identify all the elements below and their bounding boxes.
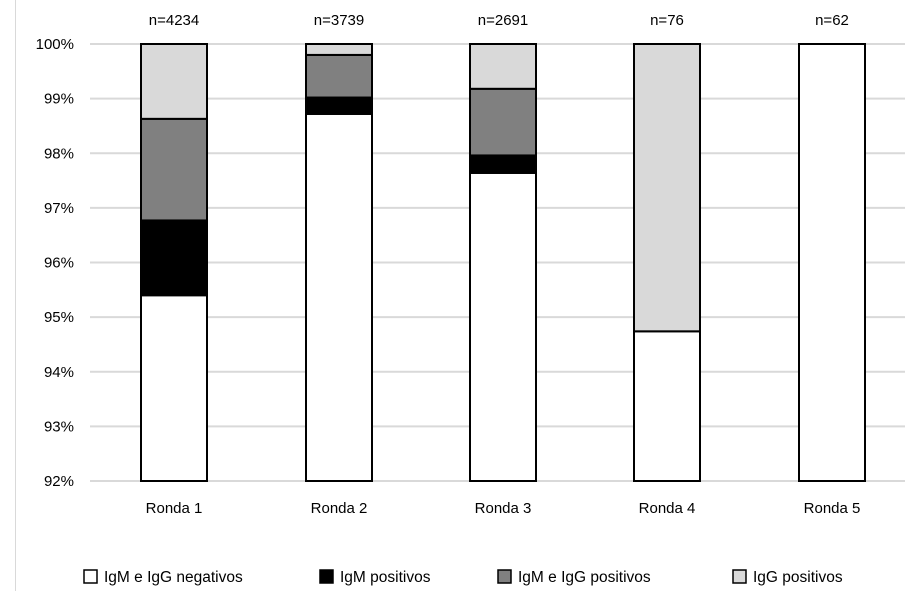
legend-swatch	[732, 569, 747, 584]
legend-label: IgM e IgG negativos	[104, 569, 243, 586]
bar-segment	[469, 87, 537, 157]
legend-label: IgM e IgG positivos	[518, 569, 651, 586]
bar-segment	[140, 43, 208, 120]
bar-segment	[633, 43, 701, 333]
x-category-label: Ronda 2	[311, 500, 368, 517]
x-axis-category-labels: Ronda 1 Ronda 2 Ronda 3 Ronda 4 Ronda 5	[146, 500, 861, 517]
y-tick-label: 94%	[44, 364, 74, 381]
y-tick-label: 99%	[44, 91, 74, 108]
y-tick-label: 100%	[36, 36, 74, 53]
y-tick-label: 96%	[44, 255, 74, 272]
legend-swatch	[497, 569, 512, 584]
sample-size-label: n=76	[650, 12, 684, 29]
sample-size-labels: n=4234 n=3739 n=2691 n=76 n=62	[149, 12, 849, 29]
bar-segment	[798, 43, 866, 482]
bar-segment	[305, 53, 373, 99]
bar-segment	[305, 96, 373, 115]
bar-stack	[798, 43, 866, 482]
bar-segment	[469, 43, 537, 90]
bar-segment	[469, 154, 537, 174]
y-tick-label: 95%	[44, 309, 74, 326]
sample-size-label: n=3739	[314, 12, 364, 29]
legend-swatch	[319, 569, 334, 584]
bar-stack	[633, 43, 701, 483]
legend-item: IgM positivos	[319, 569, 431, 586]
bar-segment	[140, 294, 208, 482]
gridlines	[90, 43, 905, 482]
x-category-label: Ronda 5	[804, 500, 861, 517]
y-axis-tick-labels: 92% 93% 94% 95% 96% 97% 98% 99% 100%	[36, 36, 74, 490]
x-category-label: Ronda 3	[475, 500, 532, 517]
legend-item: IgM e IgG negativos	[83, 569, 243, 586]
bar-segment	[633, 330, 701, 483]
legend-swatch	[83, 569, 98, 584]
sample-size-label: n=62	[815, 12, 849, 29]
sample-size-label: n=4234	[149, 12, 199, 29]
legend-item: IgM e IgG positivos	[497, 569, 651, 586]
y-tick-label: 97%	[44, 200, 74, 217]
legend-label: IgM positivos	[340, 569, 431, 586]
chart-frame-left-border	[15, 0, 16, 591]
x-category-label: Ronda 4	[639, 500, 696, 517]
sample-size-label: n=2691	[478, 12, 528, 29]
bar-segment	[469, 171, 537, 482]
bar-segment	[305, 112, 373, 482]
y-tick-label: 92%	[44, 473, 74, 490]
legend: IgM e IgG negativos IgM positivos IgM e Ig…	[83, 569, 843, 586]
bar-stack	[140, 43, 208, 482]
legend-label: IgG positivos	[753, 569, 843, 586]
bar-segment	[305, 43, 373, 56]
y-tick-label: 98%	[44, 145, 74, 162]
bars	[140, 43, 866, 483]
bar-segment	[140, 117, 208, 222]
bar-stack	[305, 43, 373, 482]
legend-item: IgG positivos	[732, 569, 843, 586]
x-category-label: Ronda 1	[146, 500, 203, 517]
y-tick-label: 93%	[44, 418, 74, 435]
bar-segment	[140, 219, 208, 297]
bar-stack	[469, 43, 537, 482]
